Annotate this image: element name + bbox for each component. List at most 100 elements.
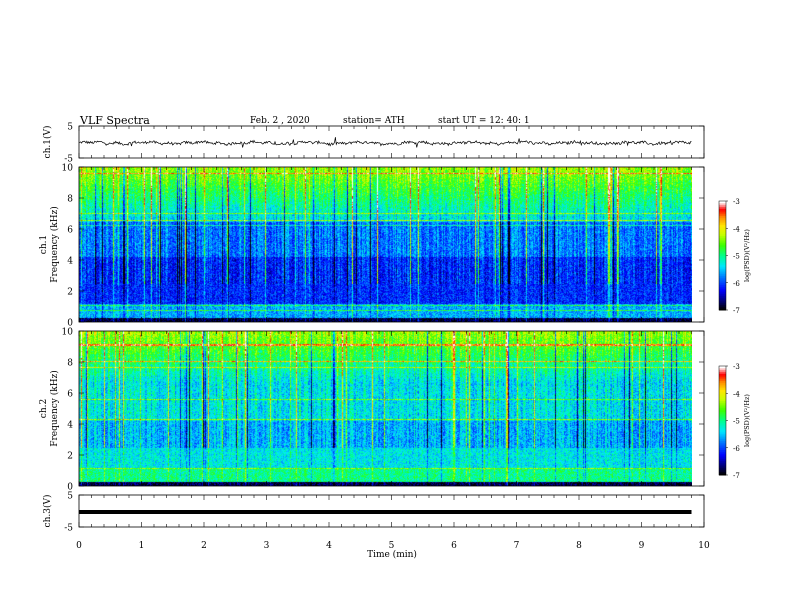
ch1-waveform-panel: 5 -5 ch.1(V) — [42, 123, 705, 165]
spectrogram-image — [79, 331, 692, 486]
colorbar-step — [719, 291, 726, 295]
colorbar-step — [719, 455, 726, 458]
spectrogram-ylabel-line1: ch.2 — [39, 399, 49, 418]
x-tick-label: 3 — [264, 541, 270, 551]
y-tick-label: 2 — [67, 288, 73, 298]
colorbar-step — [719, 393, 726, 396]
colorbar-step — [719, 378, 726, 382]
colorbar-step — [719, 415, 726, 418]
colorbar-step — [719, 211, 726, 215]
y-tick-label: 5 — [67, 123, 73, 133]
colorbar-step — [719, 442, 726, 445]
colorbar-step — [719, 464, 726, 467]
x-tick-label: 6 — [451, 541, 457, 551]
spectrogram-ylabel-line1: ch.1 — [39, 235, 49, 254]
colorbar-step — [719, 219, 726, 222]
colorbar-step — [719, 235, 726, 238]
station-text: station= ATH — [343, 116, 405, 126]
colorbar-step — [719, 202, 726, 206]
colorbar-step — [719, 366, 726, 369]
colorbar-step — [719, 451, 726, 454]
y-tick-label: 8 — [67, 195, 73, 205]
colorbar-label: log(PSD)(V²/Hz) — [743, 394, 751, 447]
colorbar-tick-label: -6 — [733, 280, 740, 288]
colorbar-step — [719, 226, 726, 229]
colorbar-step — [719, 300, 726, 304]
ch3-waveform-panel: 5 -5 ch.3(V) — [42, 492, 705, 534]
colorbar-step — [719, 465, 726, 469]
colorbar-step — [719, 304, 726, 307]
colorbar-step — [719, 435, 726, 438]
colorbar-step — [719, 458, 726, 461]
colorbar-step — [719, 369, 726, 372]
colorbar-step — [719, 246, 726, 249]
colorbar-step — [719, 293, 726, 296]
colorbar-step — [719, 425, 726, 429]
colorbar-step — [719, 230, 726, 233]
colorbar-tick-label: -5 — [733, 418, 740, 426]
colorbar-step — [719, 284, 726, 287]
colorbar-step — [719, 447, 726, 451]
start-time-text: start UT = 12: 40: 1 — [438, 116, 530, 126]
colorbar-step — [719, 215, 726, 218]
colorbar-step — [719, 262, 726, 266]
colorbar-step — [719, 444, 726, 447]
colorbar-step — [719, 449, 726, 452]
colorbar-step — [719, 217, 726, 220]
colorbar-step — [719, 302, 726, 306]
x-tick-label: 2 — [201, 541, 207, 551]
colorbar-step — [719, 395, 726, 398]
colorbar-step — [719, 373, 726, 376]
date-text: Feb. 2 , 2020 — [250, 116, 310, 126]
colorbar-label: log(PSD)(V²/Hz) — [743, 229, 751, 282]
colorbar-step — [719, 396, 726, 400]
colorbar-step — [719, 257, 726, 260]
colorbar-step — [719, 440, 726, 443]
x-tick-label: 9 — [639, 541, 645, 551]
colorbar-step — [719, 384, 726, 387]
colorbar-step — [719, 422, 726, 425]
colorbar-step — [719, 264, 726, 267]
colorbar-tick-label: -3 — [733, 363, 740, 371]
colorbar-step — [719, 231, 726, 235]
colorbar-step — [719, 255, 726, 258]
colorbar-step — [719, 306, 726, 309]
colorbar-step — [719, 404, 726, 407]
spectrogram-image — [79, 167, 692, 322]
colorbar-step — [719, 462, 726, 465]
colorbar-step — [719, 280, 726, 284]
colorbar-step — [719, 239, 726, 242]
colorbar-step — [719, 271, 726, 275]
colorbar-step — [719, 413, 726, 416]
colorbar-tick-label: -5 — [733, 253, 740, 261]
y-tick-label: 2 — [67, 452, 73, 462]
colorbar-step — [719, 290, 726, 293]
colorbar-step — [719, 208, 726, 211]
y-tick-label: 6 — [67, 390, 73, 400]
colorbar-step — [719, 253, 726, 256]
colorbar-step — [719, 248, 726, 251]
x-tick-label: 7 — [514, 541, 520, 551]
y-tick-label: -5 — [64, 524, 73, 534]
colorbar-step — [719, 445, 726, 449]
colorbar-step — [719, 250, 726, 253]
colorbar-tick-label: -7 — [733, 307, 740, 315]
colorbar-step — [719, 382, 726, 385]
colorbar-step — [719, 416, 726, 420]
colorbar-step — [719, 282, 726, 286]
ch2-colorbar: -3 -4 -5 -6 -7 log(PSD)(V²/Hz) — [718, 363, 751, 480]
colorbar-step — [719, 279, 726, 282]
x-tick-label: 1 — [139, 541, 145, 551]
colorbar-step — [719, 405, 726, 409]
ch3-ylabel: ch.3(V) — [42, 495, 53, 528]
y-tick-label: 10 — [62, 328, 74, 338]
colorbar-step — [719, 273, 726, 276]
colorbar-tick-label: -3 — [733, 198, 740, 206]
colorbar-step — [719, 286, 726, 289]
ch2-spectrogram-panel: 0 2 4 6 8 10 ch.2 Frequency (kHz) — [39, 328, 705, 493]
colorbar-step — [719, 240, 726, 244]
x-tick-label: 5 — [389, 541, 395, 551]
colorbar-step — [719, 398, 726, 402]
y-tick-label: 4 — [67, 421, 73, 431]
